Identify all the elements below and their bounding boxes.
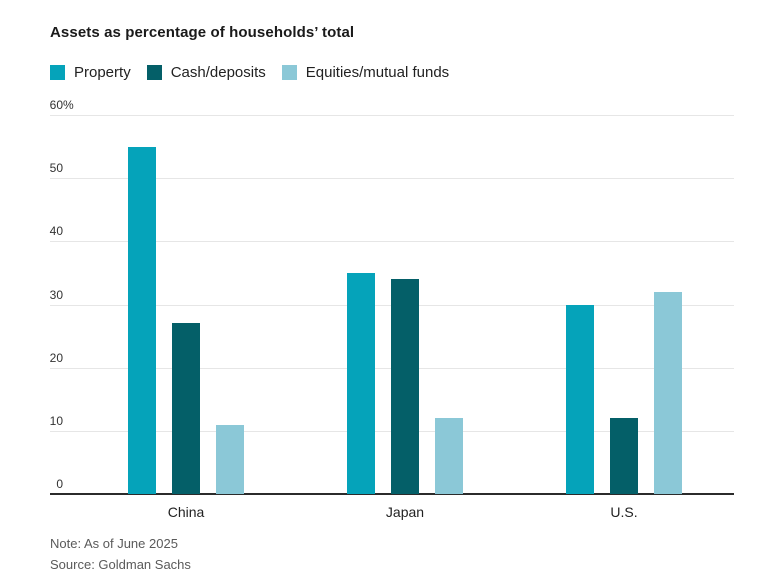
- bar-property-japan: [347, 272, 375, 494]
- chart-note: Note: As of June 2025: [50, 536, 178, 551]
- y-tick-label-30: 30: [49, 287, 63, 302]
- x-category-label-u-s: U.S.: [610, 504, 638, 520]
- bar-property-china: [128, 146, 156, 494]
- y-tick-label-0: 0: [56, 477, 63, 491]
- bar-property-u-s: [566, 304, 594, 494]
- legend-item-property: Property: [50, 64, 131, 81]
- y-tick-label-40: 40: [49, 224, 63, 239]
- percent-suffix: %: [63, 98, 74, 112]
- bar-equities-mutual-funds-japan: [435, 418, 463, 494]
- bar-cash-deposits-japan: [391, 279, 419, 494]
- legend-label: Cash/deposits: [170, 64, 266, 81]
- legend-item-cash-deposits: Cash/deposits: [146, 64, 266, 81]
- x-category-label-japan: Japan: [385, 504, 425, 520]
- y-tick-label-20: 20: [49, 350, 63, 365]
- legend-swatch-property: [50, 65, 65, 80]
- x-category-label-china: China: [167, 504, 205, 520]
- gridline-40: [50, 241, 734, 243]
- chart-legend: Property Cash/deposits Equities/mutual fun…: [50, 64, 465, 81]
- x-axis-baseline: [50, 493, 734, 495]
- legend-item-equities-mutual-funds: Equities/mutual funds: [281, 64, 450, 81]
- y-tick-label-60: 60%: [49, 98, 74, 112]
- bar-cash-deposits-china: [172, 323, 200, 494]
- legend-swatch-equities-mutual-funds: [281, 65, 297, 80]
- y-tick-label-50: 50: [49, 161, 63, 176]
- gridline-60: [50, 115, 734, 116]
- bar-equities-mutual-funds-u-s: [654, 291, 682, 494]
- gridline-50: [50, 178, 734, 180]
- bar-equities-mutual-funds-china: [216, 424, 244, 494]
- chart-source: Source: Goldman Sachs: [50, 557, 191, 572]
- y-tick-label-10: 10: [49, 413, 63, 428]
- legend-label: Equities/mutual funds: [305, 64, 450, 81]
- chart-title: Assets as percentage of households’ tota…: [50, 24, 355, 41]
- bar-cash-deposits-u-s: [610, 418, 638, 494]
- legend-swatch-cash-deposits: [146, 65, 162, 80]
- legend-label: Property: [74, 64, 131, 81]
